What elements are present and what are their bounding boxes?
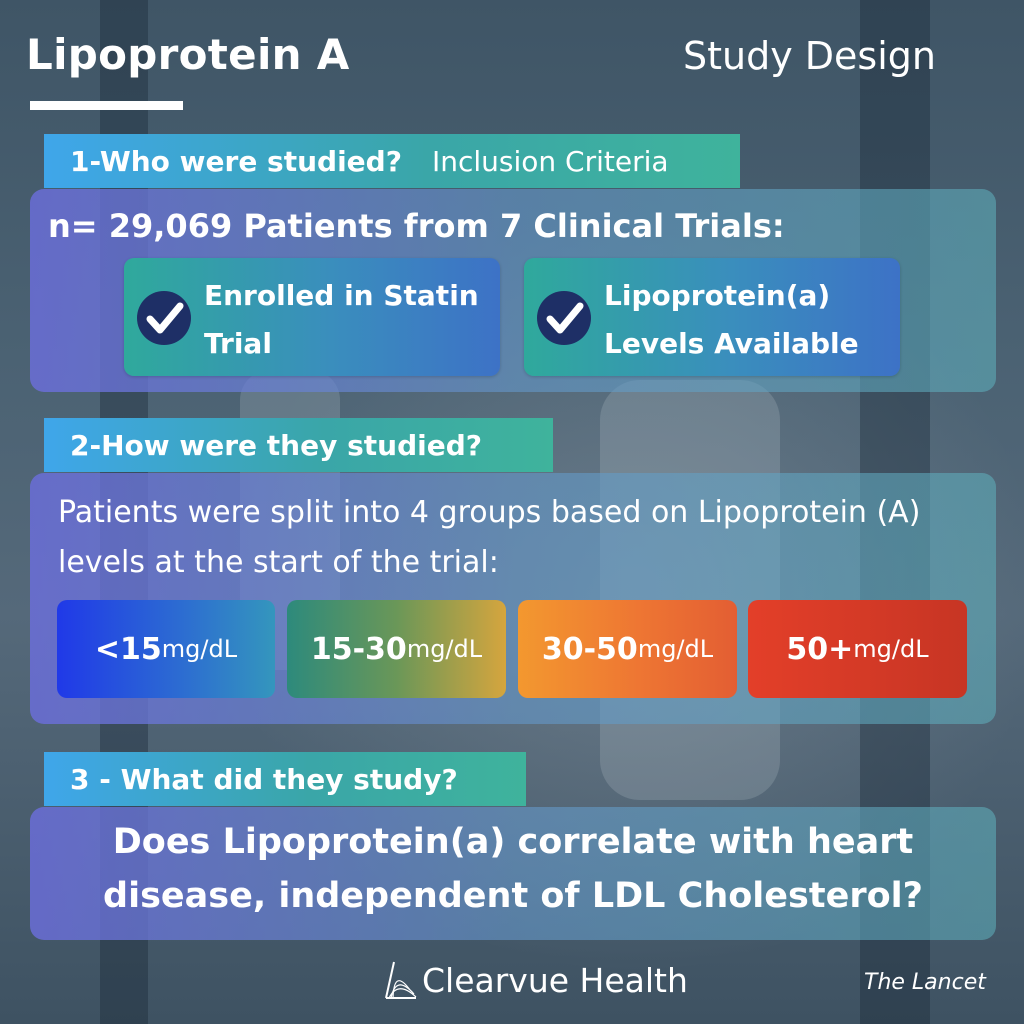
section-3-panel <box>30 807 996 940</box>
criteria-card-statin: Enrolled in Statin Trial <box>124 258 500 376</box>
title-underline <box>30 101 183 110</box>
group-15-30: 15-30 mg/dL <box>287 600 506 698</box>
check-circle-icon <box>537 291 591 345</box>
section-1-subheading: Inclusion Criteria <box>431 144 669 178</box>
check-circle-icon <box>137 291 191 345</box>
criteria-card-lipoprotein: Lipoprotein(a) Levels Available <box>524 258 900 376</box>
study-question: Does Lipoprotein(a) correlate with heart… <box>103 822 923 916</box>
clearvue-logo-icon <box>385 961 417 999</box>
section-1-tab: 1-Who were studied? Inclusion Criteria <box>44 134 740 188</box>
section-3-tab: 3 - What did they study? <box>44 752 526 806</box>
patient-summary: n= 29,069 Patients from 7 Clinical Trial… <box>48 207 785 245</box>
source-citation: The Lancet <box>864 970 986 995</box>
brand: Clearvue Health <box>384 960 688 1000</box>
criteria-label-statin: Enrolled in Statin Trial <box>204 279 479 360</box>
page-title: Lipoprotein A <box>26 30 350 79</box>
section-1-heading: 1-Who were studied? <box>70 144 402 178</box>
group-under-15: <15 mg/dL <box>57 600 275 698</box>
section-3-heading: 3 - What did they study? <box>70 762 458 796</box>
section-2-heading: 2-How were they studied? <box>70 428 483 462</box>
grouping-description: Patients were split into 4 groups based … <box>58 495 921 580</box>
section-2-tab: 2-How were they studied? <box>44 418 553 472</box>
page-subtitle: Study Design <box>683 34 936 78</box>
group-30-50: 30-50 mg/dL <box>518 600 737 698</box>
brand-name: Clearvue Health <box>422 960 688 1000</box>
criteria-label-lipoprotein: Lipoprotein(a) Levels Available <box>604 279 859 360</box>
group-50-plus: 50+ mg/dL <box>748 600 967 698</box>
